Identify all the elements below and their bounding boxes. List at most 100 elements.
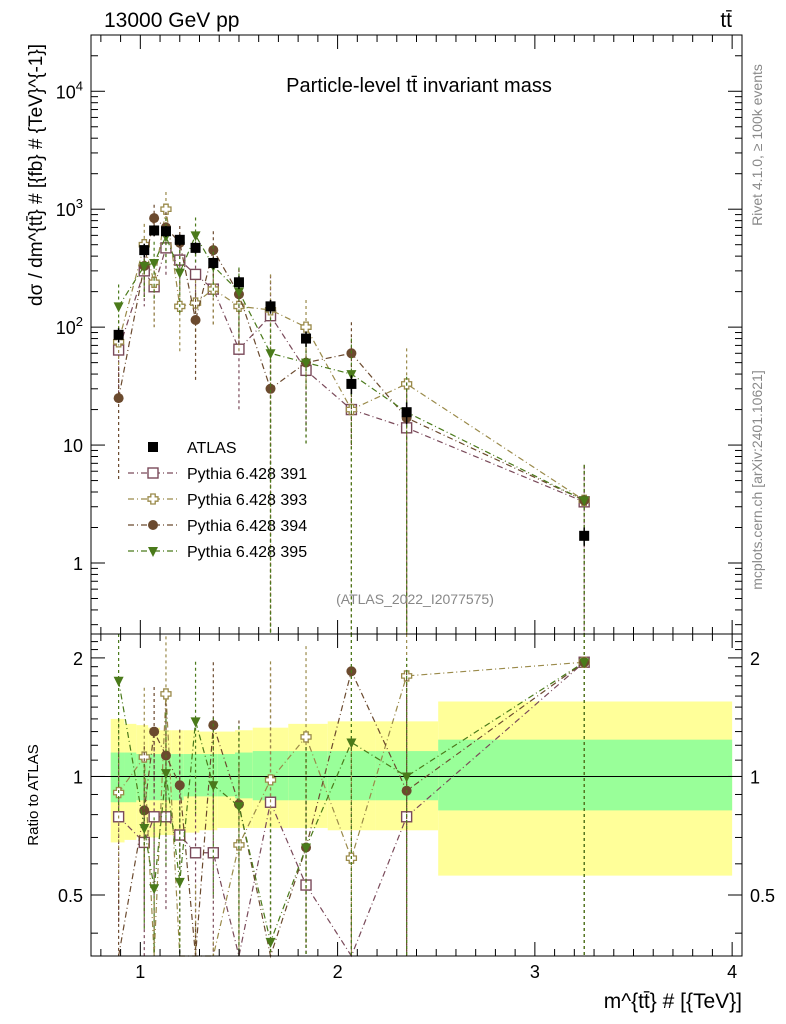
main-point-pythia-6-428-394 (208, 245, 219, 256)
main-point-atlas (190, 242, 201, 253)
main-point-pythia-6-428-393 (189, 297, 202, 309)
chart-title: Particle-level tt̄ invariant mass (286, 75, 552, 97)
x-tick-label: 3 (530, 962, 540, 982)
main-point-atlas (301, 333, 312, 344)
legend-marker-pythia-6-428-391 (147, 467, 159, 479)
ratio-point-pythia-6-428-395 (579, 658, 590, 669)
ratio-band-inner (438, 739, 733, 811)
main-point-pythia-6-428-395 (113, 302, 124, 313)
ratio-band-inner (171, 754, 184, 801)
main-point-pythia-6-428-394 (265, 383, 276, 394)
main-point-pythia-6-428-393 (300, 321, 312, 333)
main-point-pythia-6-428-394 (190, 314, 201, 325)
ratio-point-pythia-6-428-395 (301, 843, 312, 854)
main-point-atlas (233, 277, 244, 288)
ratio-y-tick-label-right: 2 (750, 649, 760, 669)
x-axis-label: m^{tt̄} # [{TeV}] (604, 990, 742, 1013)
main-point-pythia-6-428-393 (345, 403, 358, 416)
main-point-atlas (174, 234, 185, 245)
main-point-pythia-6-428-395 (190, 231, 201, 242)
main-point-atlas (113, 329, 124, 340)
ratio-point-pythia-6-428-395 (139, 823, 150, 834)
ratio-point-pythia-6-428-391 (148, 811, 160, 823)
ratio-band-inner (217, 754, 236, 797)
x-tick-label: 1 (135, 962, 145, 982)
main-y-tick-label: 103 (56, 196, 83, 220)
ratio-point-pythia-6-428-395 (346, 738, 357, 749)
ratio-point-pythia-6-428-393 (138, 751, 150, 763)
main-point-pythia-6-428-395 (149, 258, 160, 269)
main-point-atlas (139, 245, 150, 256)
ratio-point-pythia-6-428-391 (189, 847, 202, 859)
main-point-pythia-6-428-395 (265, 349, 276, 360)
ratio-y-tick-label-left: 0.5 (58, 886, 83, 906)
ratio-point-pythia-6-428-395 (401, 772, 412, 783)
ratio-uncertainty-bands (91, 701, 742, 876)
main-point-atlas (346, 378, 357, 389)
main-point-pythia-6-428-395 (233, 287, 244, 298)
ratio-point-pythia-6-428-394 (149, 726, 160, 737)
main-y-tick-label: 104 (56, 78, 83, 102)
mcplots-label: mcplots.cern.ch [arXiv:2401.10621] (749, 370, 765, 589)
main-point-atlas (579, 530, 590, 541)
ratio-y-tick-label-left: 2 (73, 649, 83, 669)
main-point-pythia-6-428-393 (160, 203, 172, 215)
legend-marker-pythia-6-428-395 (148, 547, 158, 557)
main-point-pythia-6-428-395 (139, 261, 150, 272)
legend-label-pythia-6-428-394: Pythia 6.428 394 (187, 518, 307, 535)
main-point-atlas (208, 257, 219, 268)
legend-label-pythia-6-428-391: Pythia 6.428 391 (187, 466, 307, 483)
main-data-layer (112, 191, 590, 634)
main-point-pythia-6-428-395 (579, 496, 590, 507)
main-point-atlas (265, 301, 276, 312)
main-point-pythia-6-428-394 (149, 213, 160, 224)
legend-label-pythia-6-428-395: Pythia 6.428 395 (187, 544, 307, 561)
ratio-point-pythia-6-428-393 (300, 731, 312, 743)
ratio-point-pythia-6-428-395 (208, 781, 219, 792)
ratio-y-axis-label: Ratio to ATLAS (25, 744, 42, 845)
ratio-point-pythia-6-428-393 (233, 839, 245, 851)
ratio-point-pythia-6-428-395 (174, 877, 185, 888)
main-ticks: 1 10 102 103 104 (56, 34, 742, 634)
main-point-atlas (401, 407, 412, 418)
ratio-band-inner (183, 754, 200, 797)
header-final-state: tt̄ (720, 9, 732, 32)
main-point-pythia-6-428-391 (189, 268, 202, 281)
main-point-pythia-6-428-393 (148, 276, 160, 288)
ratio-point-pythia-6-428-395 (190, 717, 201, 728)
ratio-point-pythia-6-428-395 (113, 676, 124, 687)
x-tick-label: 4 (727, 962, 737, 982)
legend-marker-atlas (148, 442, 158, 452)
main-point-pythia-6-428-395 (174, 268, 185, 279)
ratio-ticks: 1 2 3 4 0.5 0.5 1 1 2 2 (58, 634, 775, 982)
legend: ATLAS Pythia 6.428 391 Pythia 6.428 393 Pyt… (128, 440, 307, 561)
main-y-tick-label: 102 (56, 314, 83, 338)
ratio-point-pythia-6-428-393 (264, 774, 277, 786)
analysis-tag: (ATLAS_2022_I2077575) (336, 591, 494, 607)
x-tick-label: 2 (333, 962, 343, 982)
ratio-band-inner (124, 752, 137, 803)
main-panel: 1 10 102 103 104 Particle-level tt̄ invarian… (26, 34, 743, 635)
ratio-y-tick-label-right: 1 (750, 767, 760, 787)
legend-label-pythia-6-428-393: Pythia 6.428 393 (187, 492, 307, 509)
rivet-label: Rivet 4.1.0, ≥ 100k events (749, 64, 765, 226)
ratio-point-pythia-6-428-395 (265, 937, 276, 948)
ratio-point-pythia-6-428-395 (149, 884, 160, 895)
main-y-tick-label: 10 (63, 436, 83, 456)
main-point-atlas (149, 225, 160, 236)
legend-marker-pythia-6-428-393 (147, 493, 159, 505)
main-point-pythia-6-428-395 (301, 358, 312, 369)
ratio-point-pythia-6-428-395 (233, 802, 244, 813)
main-point-pythia-6-428-394 (113, 393, 124, 404)
header-process: 13000 GeV pp (104, 9, 239, 32)
ratio-band-inner (235, 752, 253, 799)
ratio-point-pythia-6-428-395 (160, 769, 171, 780)
ratio-band-inner (136, 754, 149, 801)
ratio-band-inner (288, 751, 328, 801)
ratio-y-tick-label-left: 1 (73, 767, 83, 787)
ratio-panel: 1 2 3 4 0.5 0.5 1 1 2 2 Ratio to ATLAS (25, 633, 775, 982)
legend-marker-pythia-6-428-394 (148, 520, 158, 530)
legend-label-atlas: ATLAS (187, 440, 237, 457)
ratio-point-pythia-6-428-393 (160, 688, 172, 700)
